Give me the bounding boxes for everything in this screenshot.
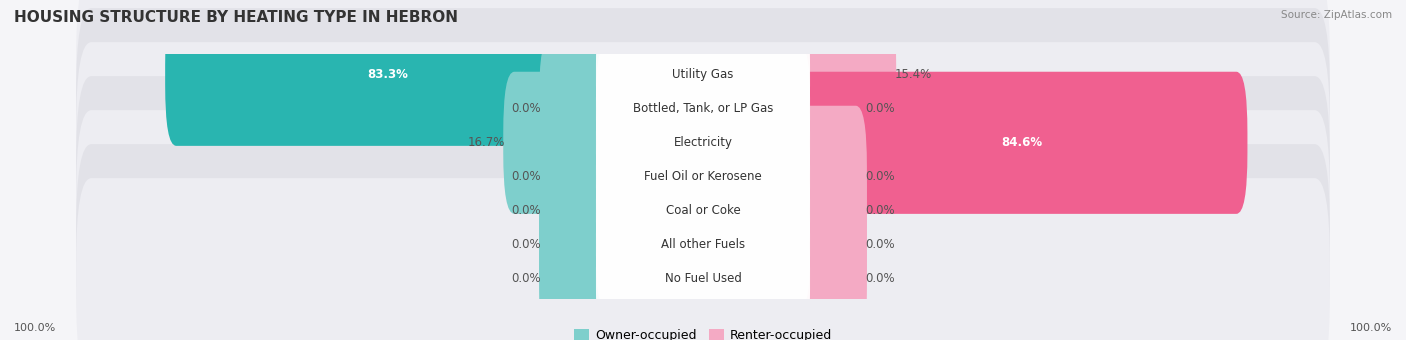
FancyBboxPatch shape: [165, 4, 610, 146]
Text: 0.0%: 0.0%: [865, 102, 894, 115]
FancyBboxPatch shape: [538, 140, 610, 282]
FancyBboxPatch shape: [76, 110, 1330, 311]
Text: Electricity: Electricity: [673, 136, 733, 149]
FancyBboxPatch shape: [538, 208, 610, 340]
FancyBboxPatch shape: [796, 106, 868, 248]
Text: Coal or Coke: Coal or Coke: [665, 204, 741, 217]
Text: 0.0%: 0.0%: [865, 204, 894, 217]
FancyBboxPatch shape: [76, 0, 1330, 175]
FancyBboxPatch shape: [596, 13, 810, 136]
FancyBboxPatch shape: [538, 174, 610, 316]
FancyBboxPatch shape: [596, 183, 810, 306]
FancyBboxPatch shape: [596, 81, 810, 204]
Text: 0.0%: 0.0%: [865, 238, 894, 251]
Text: 0.0%: 0.0%: [512, 272, 541, 285]
FancyBboxPatch shape: [538, 106, 610, 248]
FancyBboxPatch shape: [796, 140, 868, 282]
FancyBboxPatch shape: [503, 72, 610, 214]
FancyBboxPatch shape: [796, 208, 868, 340]
FancyBboxPatch shape: [596, 115, 810, 238]
FancyBboxPatch shape: [596, 47, 810, 170]
Text: 0.0%: 0.0%: [512, 102, 541, 115]
Text: 15.4%: 15.4%: [894, 68, 932, 81]
Text: 83.3%: 83.3%: [367, 68, 408, 81]
Text: 0.0%: 0.0%: [512, 238, 541, 251]
FancyBboxPatch shape: [596, 217, 810, 340]
Text: 100.0%: 100.0%: [1350, 323, 1392, 333]
FancyBboxPatch shape: [76, 42, 1330, 243]
Text: 0.0%: 0.0%: [512, 170, 541, 183]
Text: All other Fuels: All other Fuels: [661, 238, 745, 251]
Text: 84.6%: 84.6%: [1001, 136, 1042, 149]
Text: 0.0%: 0.0%: [512, 204, 541, 217]
Text: No Fuel Used: No Fuel Used: [665, 272, 741, 285]
Text: 0.0%: 0.0%: [865, 170, 894, 183]
FancyBboxPatch shape: [796, 38, 868, 180]
Legend: Owner-occupied, Renter-occupied: Owner-occupied, Renter-occupied: [568, 324, 838, 340]
FancyBboxPatch shape: [76, 8, 1330, 209]
FancyBboxPatch shape: [796, 174, 868, 316]
FancyBboxPatch shape: [76, 144, 1330, 340]
Text: Source: ZipAtlas.com: Source: ZipAtlas.com: [1281, 10, 1392, 20]
FancyBboxPatch shape: [796, 4, 896, 146]
FancyBboxPatch shape: [796, 72, 1247, 214]
Text: Utility Gas: Utility Gas: [672, 68, 734, 81]
Text: Bottled, Tank, or LP Gas: Bottled, Tank, or LP Gas: [633, 102, 773, 115]
Text: 0.0%: 0.0%: [865, 272, 894, 285]
Text: HOUSING STRUCTURE BY HEATING TYPE IN HEBRON: HOUSING STRUCTURE BY HEATING TYPE IN HEB…: [14, 10, 458, 25]
Text: Fuel Oil or Kerosene: Fuel Oil or Kerosene: [644, 170, 762, 183]
Text: 16.7%: 16.7%: [468, 136, 505, 149]
Text: 100.0%: 100.0%: [14, 323, 56, 333]
FancyBboxPatch shape: [538, 38, 610, 180]
FancyBboxPatch shape: [596, 149, 810, 272]
FancyBboxPatch shape: [76, 76, 1330, 277]
FancyBboxPatch shape: [76, 178, 1330, 340]
